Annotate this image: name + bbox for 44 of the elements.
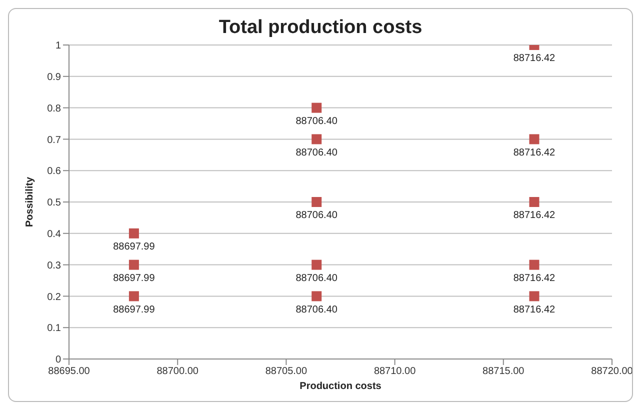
point [312, 291, 322, 302]
y-tick-label: 0.6 [47, 166, 62, 178]
annotation: 88716.42 [513, 272, 556, 284]
annotation: 88706.40 [296, 147, 338, 158]
point [128, 260, 139, 270]
chart-title: Total production costs [218, 17, 424, 39]
y-tick-label: 0.5 [47, 198, 62, 209]
point [529, 260, 540, 270]
y-tick-label: 0.7 [47, 134, 62, 146]
annotation: 88706.40 [296, 272, 338, 284]
annotation: 88697.99 [113, 304, 156, 316]
point [529, 134, 540, 144]
annotation: 88716.42 [513, 147, 556, 158]
x-tick-label: 88710.00 [374, 366, 416, 378]
point [128, 228, 139, 238]
point [312, 197, 322, 207]
x-axis-title: Production costs [300, 381, 382, 392]
x-tick-label: 88695.00 [48, 366, 90, 378]
annotation: 88697.99 [113, 242, 156, 252]
point [128, 291, 139, 302]
y-axis-title: Possibility [24, 176, 36, 228]
point [529, 197, 540, 207]
point [312, 102, 322, 113]
annotation: 88706.40 [296, 210, 338, 222]
annotation: 88706.40 [296, 304, 338, 316]
y-tick-label: 0.9 [47, 72, 62, 83]
x-tick-label: 88715.00 [482, 366, 525, 378]
y-tick-label: 0 [55, 354, 62, 366]
annotation: 88716.42 [513, 304, 556, 316]
annotation: 88697.99 [113, 272, 156, 284]
x-tick-label: 88705.00 [265, 366, 308, 378]
point [312, 134, 322, 144]
y-tick-label: 0.8 [47, 103, 62, 114]
y-tick-label: 1 [55, 40, 62, 52]
annotation: 88716.42 [513, 210, 556, 222]
y-tick-label: 0.3 [47, 260, 62, 272]
x-tick-label: 88700.00 [156, 366, 199, 378]
point [312, 260, 322, 270]
y-tick-label: 0.4 [47, 228, 62, 240]
y-tick-label: 0.2 [47, 292, 62, 303]
annotation: 88706.40 [296, 116, 338, 127]
point [529, 291, 540, 302]
y-tick-label: 0.1 [47, 323, 62, 334]
annotation: 88716.42 [513, 53, 556, 64]
